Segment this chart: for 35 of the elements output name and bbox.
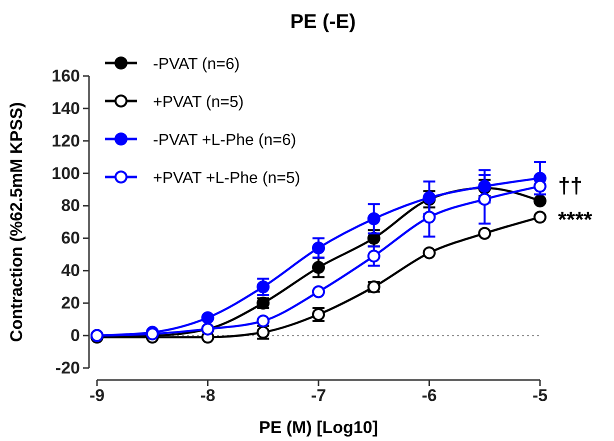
annotation: **** — [558, 207, 593, 232]
point — [367, 212, 380, 226]
y-tick-label: 20 — [61, 294, 80, 313]
point — [534, 210, 546, 224]
point — [422, 210, 436, 224]
legend-label: -PVAT (n=6) — [153, 56, 240, 73]
point — [534, 180, 546, 193]
point — [534, 194, 546, 208]
y-tick-label: 140 — [52, 98, 80, 118]
x-axis-title: PE (M) [Log10] — [259, 418, 378, 437]
chart-title: PE (-E) — [290, 11, 356, 33]
legend-label: +PVAT (n=5) — [153, 94, 244, 111]
y-tick-label: 120 — [52, 131, 80, 150]
x-tick-label: -7 — [310, 386, 326, 406]
legend-label: +PVAT +L-Phe (n=5) — [153, 170, 300, 187]
x-tick-label: -9 — [89, 386, 105, 406]
x-tick-label: -6 — [422, 386, 437, 406]
point — [312, 285, 325, 298]
point — [478, 226, 492, 240]
point — [478, 192, 492, 206]
point — [256, 314, 270, 328]
y-tick-label: 40 — [61, 261, 80, 280]
point — [201, 311, 214, 324]
y-axis-title: Contraction (%62.5mM KPSS) — [7, 102, 26, 342]
y-tick-label: 100 — [52, 164, 80, 183]
y-tick-label: 160 — [52, 66, 80, 86]
y-tick-label: 60 — [61, 228, 80, 248]
x-tick-label: -8 — [200, 386, 216, 406]
x-tick-label: -5 — [532, 386, 548, 406]
point — [422, 246, 436, 260]
y-tick-label: 0 — [70, 326, 80, 345]
annotation: †† — [558, 173, 582, 198]
y-tick-label: -20 — [55, 358, 80, 378]
legend-label: -PVAT +L-Phe (n=6) — [153, 132, 296, 149]
y-tick-label: 80 — [61, 196, 80, 216]
